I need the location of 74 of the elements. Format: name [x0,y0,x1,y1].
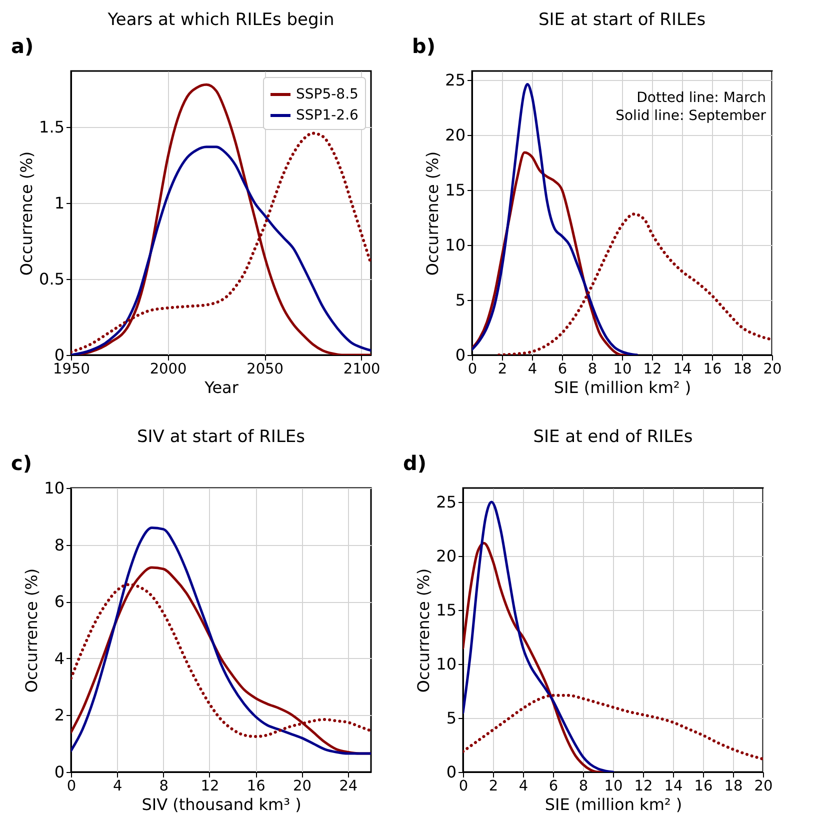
x-tick-label: 2 [488,778,498,794]
x-tick-label: 14 [673,362,692,378]
x-tick-label: 1950 [53,362,90,378]
x-tick-label: 0 [468,362,478,378]
y-axis-title: Occurrence (%) [414,568,434,693]
x-tick-label: 6 [548,778,558,794]
x-tick-label: 4 [518,778,528,794]
x-tick-label: 12 [643,362,662,378]
x-tick-label: 20 [763,362,782,378]
y-tick-label: 5 [446,708,456,728]
y-tick-label: 2 [54,706,64,725]
x-tick-label: 4 [528,362,538,378]
x-tick-label: 6 [558,362,568,378]
x-tick-label: 16 [694,778,713,794]
legend-label: SSP1-2.6 [296,108,359,124]
chart-title: SIE at start of RILEs [538,10,706,30]
y-tick-label: 25 [436,492,456,512]
x-axis-title: Year [204,378,239,397]
chart-title: SIE at end of RILEs [533,427,693,447]
y-tick-label: 1 [54,194,64,213]
x-axis-title: SIE (million km² ) [554,378,692,397]
y-axis-title: Occurrence (%) [22,568,42,693]
text: c) [11,451,32,475]
y-tick-label: 20 [445,125,466,144]
y-tick-label: 10 [445,235,466,254]
x-tick-label: 8 [578,778,588,794]
y-tick-label: 10 [44,478,64,498]
x-tick-label: 0 [66,778,76,794]
y-tick-label: 20 [436,546,456,566]
y-tick-label: 15 [445,180,466,200]
annotation: Dotted line: March Solid line: September [616,90,766,124]
y-tick-label: 5 [455,290,466,310]
x-tick-label: 12 [634,778,653,794]
x-axis-title: SIV (thousand km³ ) [142,795,302,814]
x-tick-label: 10 [613,362,632,378]
x-tick-label: 16 [246,778,266,794]
x-tick-label: 2 [498,362,508,378]
x-tick-label: 2000 [150,362,187,378]
legend-label: SSP5-8.5 [296,86,358,102]
line-series [71,526,371,755]
y-tick-label: 8 [54,535,64,554]
x-tick-label: 18 [733,362,752,378]
chart-title: Years at which RILEs begin [106,10,334,30]
x-tick-label: 18 [724,778,743,794]
y-tick-label: 10 [436,654,456,674]
x-tick-label: 12 [200,778,220,794]
text: d) [403,451,426,475]
y-tick-label: 1.5 [39,118,64,137]
y-tick-label: 25 [445,70,466,90]
y-axis-title: Occurrence (%) [423,151,442,276]
y-tick-label: 6 [54,592,64,612]
x-tick-label: 16 [703,362,722,378]
y-tick-label: 4 [54,648,64,668]
x-tick-label: 2100 [343,362,380,378]
y-tick-label: 0 [446,762,456,782]
y-tick-label: 0 [54,762,64,782]
x-tick-label: 14 [664,778,683,794]
x-axis-title: SIE (million km² ) [544,795,682,814]
x-tick-label: 20 [293,778,312,794]
y-axis-title: Occurrence (%) [17,151,36,276]
x-tick-label: 2050 [246,362,284,378]
text: a) [11,34,34,58]
line-series [463,500,614,772]
x-tick-label: 4 [113,778,122,794]
x-tick-label: 8 [159,778,168,794]
y-tick-label: 0.5 [39,270,64,289]
text: b) [412,34,436,58]
x-tick-label: 24 [339,778,358,794]
y-tick-label: 0 [455,346,466,364]
x-tick-label: 10 [604,778,623,794]
chart-title: SIV at start of RILEs [136,427,306,447]
x-tick-label: 20 [754,778,773,794]
x-tick-label: 8 [588,362,598,378]
y-tick-label: 15 [436,600,456,620]
